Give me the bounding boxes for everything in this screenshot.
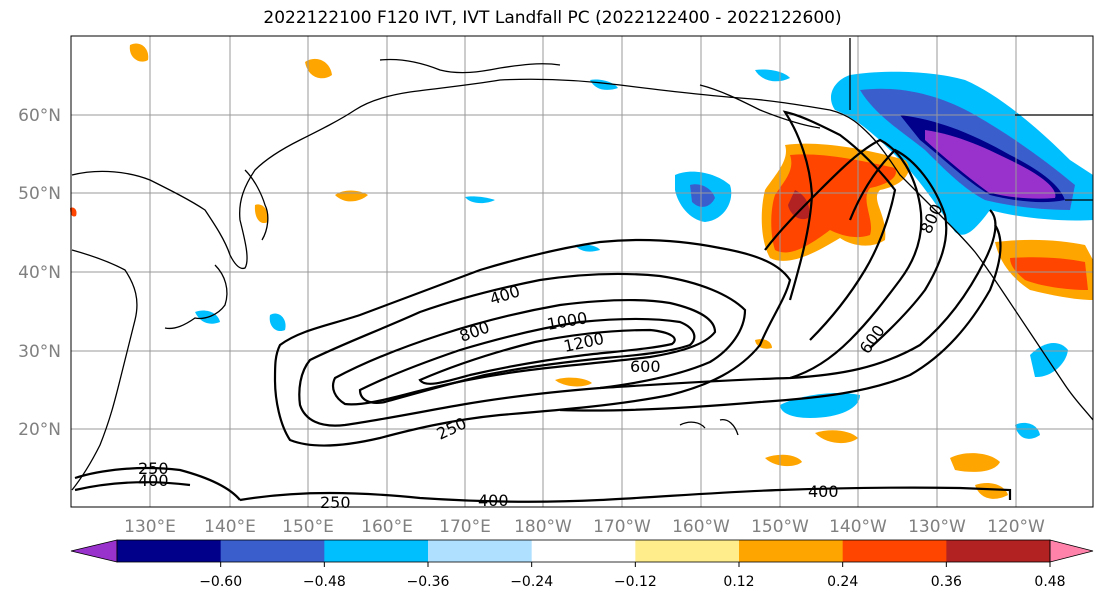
contour-400-main <box>298 272 747 427</box>
lon-tick-label: 140°W <box>829 517 887 537</box>
contour-label: 400 <box>487 281 522 309</box>
latitude-ticks: 60°N 50°N 40°N 30°N 20°N <box>18 106 61 440</box>
colorbar-segment <box>635 540 740 562</box>
contour-250-main <box>273 238 792 447</box>
strong-negative-core <box>925 130 1056 199</box>
colorbar-tick-label: −0.48 <box>303 574 346 590</box>
colorbar-tick-label: −0.60 <box>199 574 242 590</box>
colorbar-segment <box>739 540 844 562</box>
lon-tick-label: 120°W <box>987 517 1045 537</box>
lon-tick-label: 170°E <box>439 517 491 537</box>
contour-800 <box>331 299 717 406</box>
contour-label: 1200 <box>562 329 606 356</box>
contour-1000 <box>358 317 696 404</box>
colorbar-segment <box>117 540 222 562</box>
lat-tick-label: 50°N <box>18 184 61 204</box>
contour-label: 600 <box>856 321 889 357</box>
contour-label: 250 <box>434 413 470 443</box>
colorbar-segment <box>324 540 429 562</box>
lat-tick-label: 20°N <box>18 420 61 440</box>
contour-400-upper <box>782 110 897 341</box>
contour-label: 1000 <box>545 308 588 334</box>
contour-1200 <box>418 328 676 385</box>
colorbar-outline <box>116 539 1051 563</box>
contour-label: 400 <box>808 482 839 501</box>
lat-tick-label: 30°N <box>18 342 61 362</box>
contour-labels: 250 400 600 800 1000 1200 250 400 800 60… <box>138 201 947 512</box>
colorbar-extend-min <box>70 539 118 563</box>
contour-label: 400 <box>138 471 169 490</box>
colorbar <box>70 539 1094 563</box>
lon-tick-label: 140°E <box>204 517 256 537</box>
colorbar-segment <box>946 540 1051 562</box>
colorbar-tick-label: −0.24 <box>510 574 553 590</box>
lon-tick-label: 130°E <box>124 517 176 537</box>
colorbar-tick-label: −0.36 <box>407 574 450 590</box>
colorbar-tick-label: 0.12 <box>723 574 754 590</box>
coastlines <box>71 38 1094 491</box>
map-frame <box>70 35 1094 508</box>
contour-label: 600 <box>630 357 661 376</box>
lon-tick-label: 170°W <box>593 517 651 537</box>
contour-label: 400 <box>478 491 509 510</box>
lat-tick-label: 40°N <box>18 263 61 283</box>
colorbar-tick-label: 0.48 <box>1034 574 1065 590</box>
ivt-pc-shading <box>70 43 1093 499</box>
colorbar-tick-label: 0.24 <box>827 574 858 590</box>
longitude-ticks: 130°E 140°E 150°E 160°E 170°E 180°W 170°W 160°W… <box>124 517 1045 537</box>
colorbar-ticks: −0.60 −0.48 −0.36 −0.24 −0.12 0.12 0.24 0.36 0.4… <box>199 562 1066 590</box>
colorbar-segment <box>428 540 533 562</box>
lat-tick-label: 60°N <box>18 106 61 126</box>
map-title: 2022122100 F120 IVT, IVT Landfall PC (20… <box>263 8 842 28</box>
colorbar-segment <box>220 540 325 562</box>
lon-tick-label: 130°W <box>908 517 966 537</box>
map-gridlines <box>71 36 1093 507</box>
contour-600-upper <box>764 138 923 380</box>
colorbar-tick-label: −0.12 <box>614 574 657 590</box>
colorbar-segment <box>842 540 947 562</box>
colorbar-tick-label: 0.36 <box>931 574 962 590</box>
colorbar-segment <box>531 540 636 562</box>
lon-tick-label: 150°W <box>751 517 809 537</box>
contour-label: 250 <box>320 493 351 512</box>
lon-tick-label: 180°W <box>514 517 572 537</box>
colorbar-extend-max <box>1049 539 1094 563</box>
lon-tick-label: 160°W <box>672 517 730 537</box>
contour-label: 250 <box>138 459 169 478</box>
ivt-contours <box>74 110 1012 503</box>
lon-tick-label: 150°E <box>282 517 334 537</box>
lon-tick-label: 160°E <box>361 517 413 537</box>
